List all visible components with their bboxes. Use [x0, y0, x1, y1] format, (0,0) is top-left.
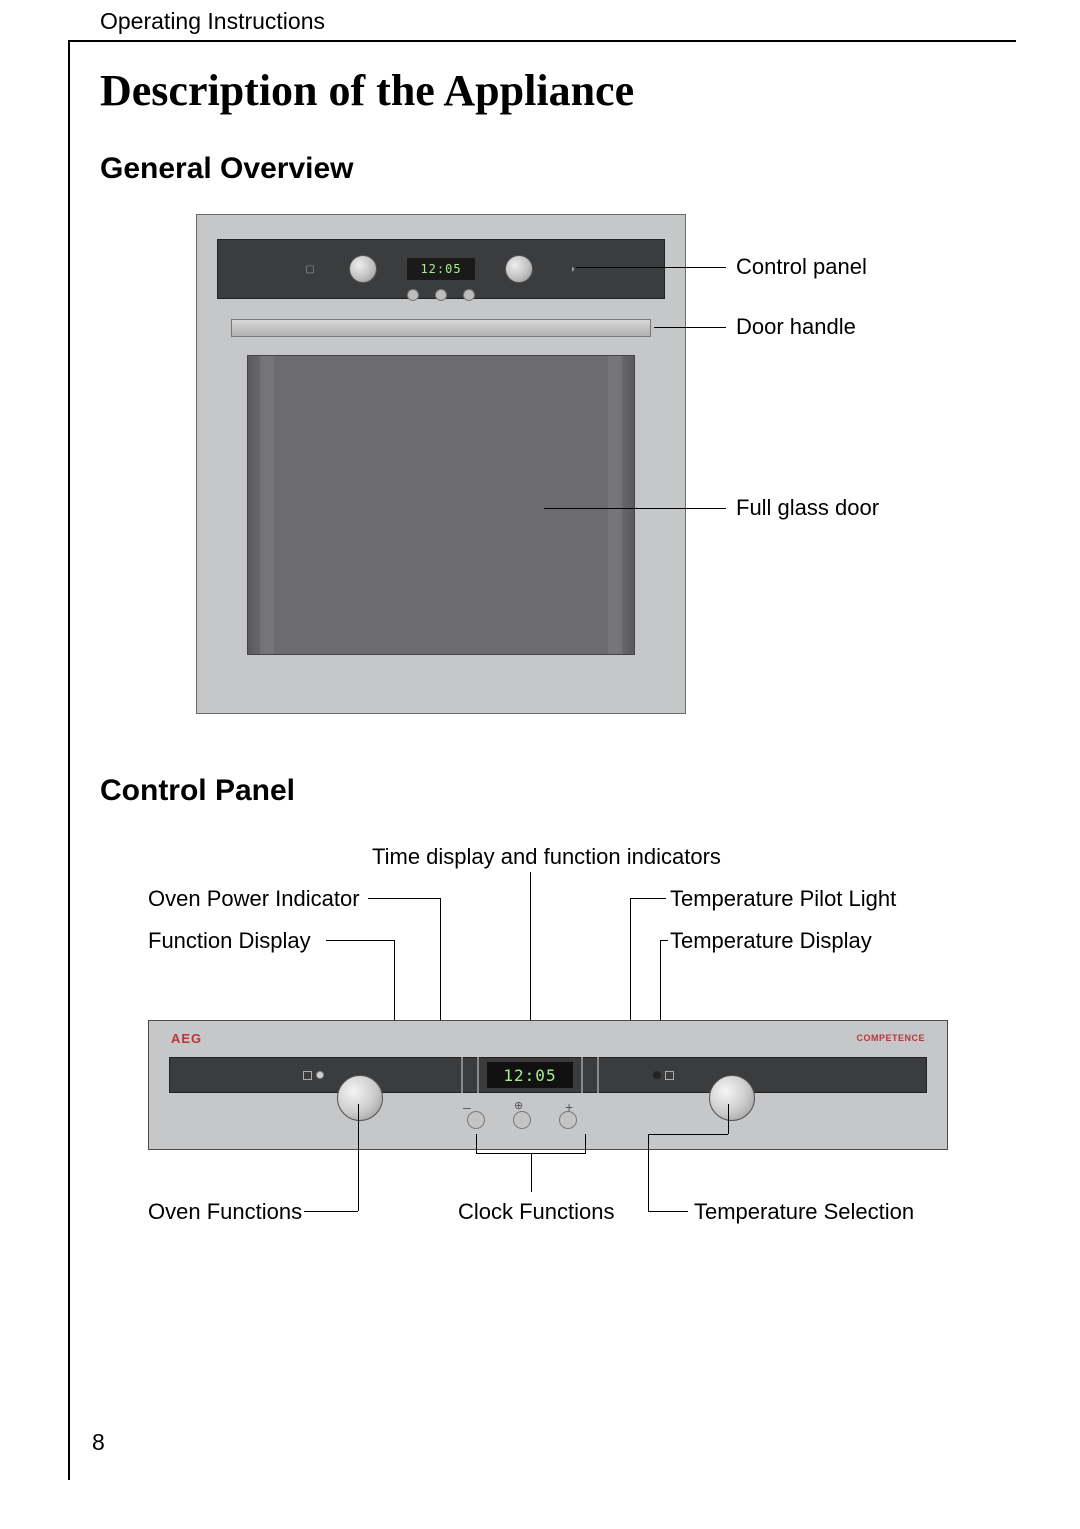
glass-door	[247, 355, 635, 655]
control-panel-body: AEG COMPETENCE 12:05 – ⊕ +	[148, 1020, 948, 1150]
mini-time-display: 12:05	[407, 258, 475, 280]
oven-function-knob	[337, 1075, 383, 1121]
label-door-handle: Door handle	[736, 314, 856, 340]
minus-button	[467, 1111, 485, 1129]
label-function-display: Function Display	[148, 928, 311, 954]
clock-button	[407, 289, 419, 301]
label-full-glass-door: Full glass door	[736, 495, 879, 521]
label-temp-selection: Temperature Selection	[694, 1199, 914, 1225]
label-temp-display: Temperature Display	[670, 928, 872, 954]
oven-body: ▢ 12:05 ◑	[196, 214, 686, 714]
page-number: 8	[92, 1429, 105, 1456]
page-title: Description of the Appliance	[100, 65, 1016, 116]
brand-competence: COMPETENCE	[856, 1033, 925, 1043]
header-text: Operating Instructions	[100, 8, 1016, 35]
label-temp-pilot: Temperature Pilot Light	[670, 886, 896, 912]
label-oven-power-indicator: Oven Power Indicator	[148, 886, 360, 912]
label-control-panel: Control panel	[736, 254, 867, 280]
door-handle	[231, 319, 651, 337]
temperature-knob	[709, 1075, 755, 1121]
clock-functions-bracket	[476, 1134, 586, 1154]
section-general-overview: General Overview	[100, 152, 1016, 186]
label-oven-functions: Oven Functions	[148, 1199, 302, 1225]
clock-button	[435, 289, 447, 301]
indicator-icon: ◑	[563, 260, 581, 278]
time-display: 12:05	[487, 1062, 573, 1088]
indicator-icon: ▢	[301, 260, 319, 278]
plus-button	[559, 1111, 577, 1129]
section-control-panel: Control Panel	[100, 774, 1016, 808]
oven-power-indicator-icon	[299, 1065, 327, 1085]
oven-control-panel: ▢ 12:05 ◑	[217, 239, 665, 299]
control-panel-diagram: Time display and function indicators Ove…	[100, 844, 1000, 1284]
clock-button	[463, 289, 475, 301]
label-clock-functions: Clock Functions	[458, 1199, 615, 1225]
manual-page: Operating Instructions Description of th…	[68, 40, 1016, 1480]
brand-aeg: AEG	[171, 1031, 202, 1046]
function-knob	[349, 255, 377, 283]
oven-overview-diagram: ▢ 12:05 ◑ Control pane	[100, 214, 1000, 734]
label-time-display: Time display and function indicators	[372, 844, 721, 870]
temperature-pilot-icon	[649, 1065, 677, 1085]
temperature-knob	[505, 255, 533, 283]
clock-button	[513, 1111, 531, 1129]
